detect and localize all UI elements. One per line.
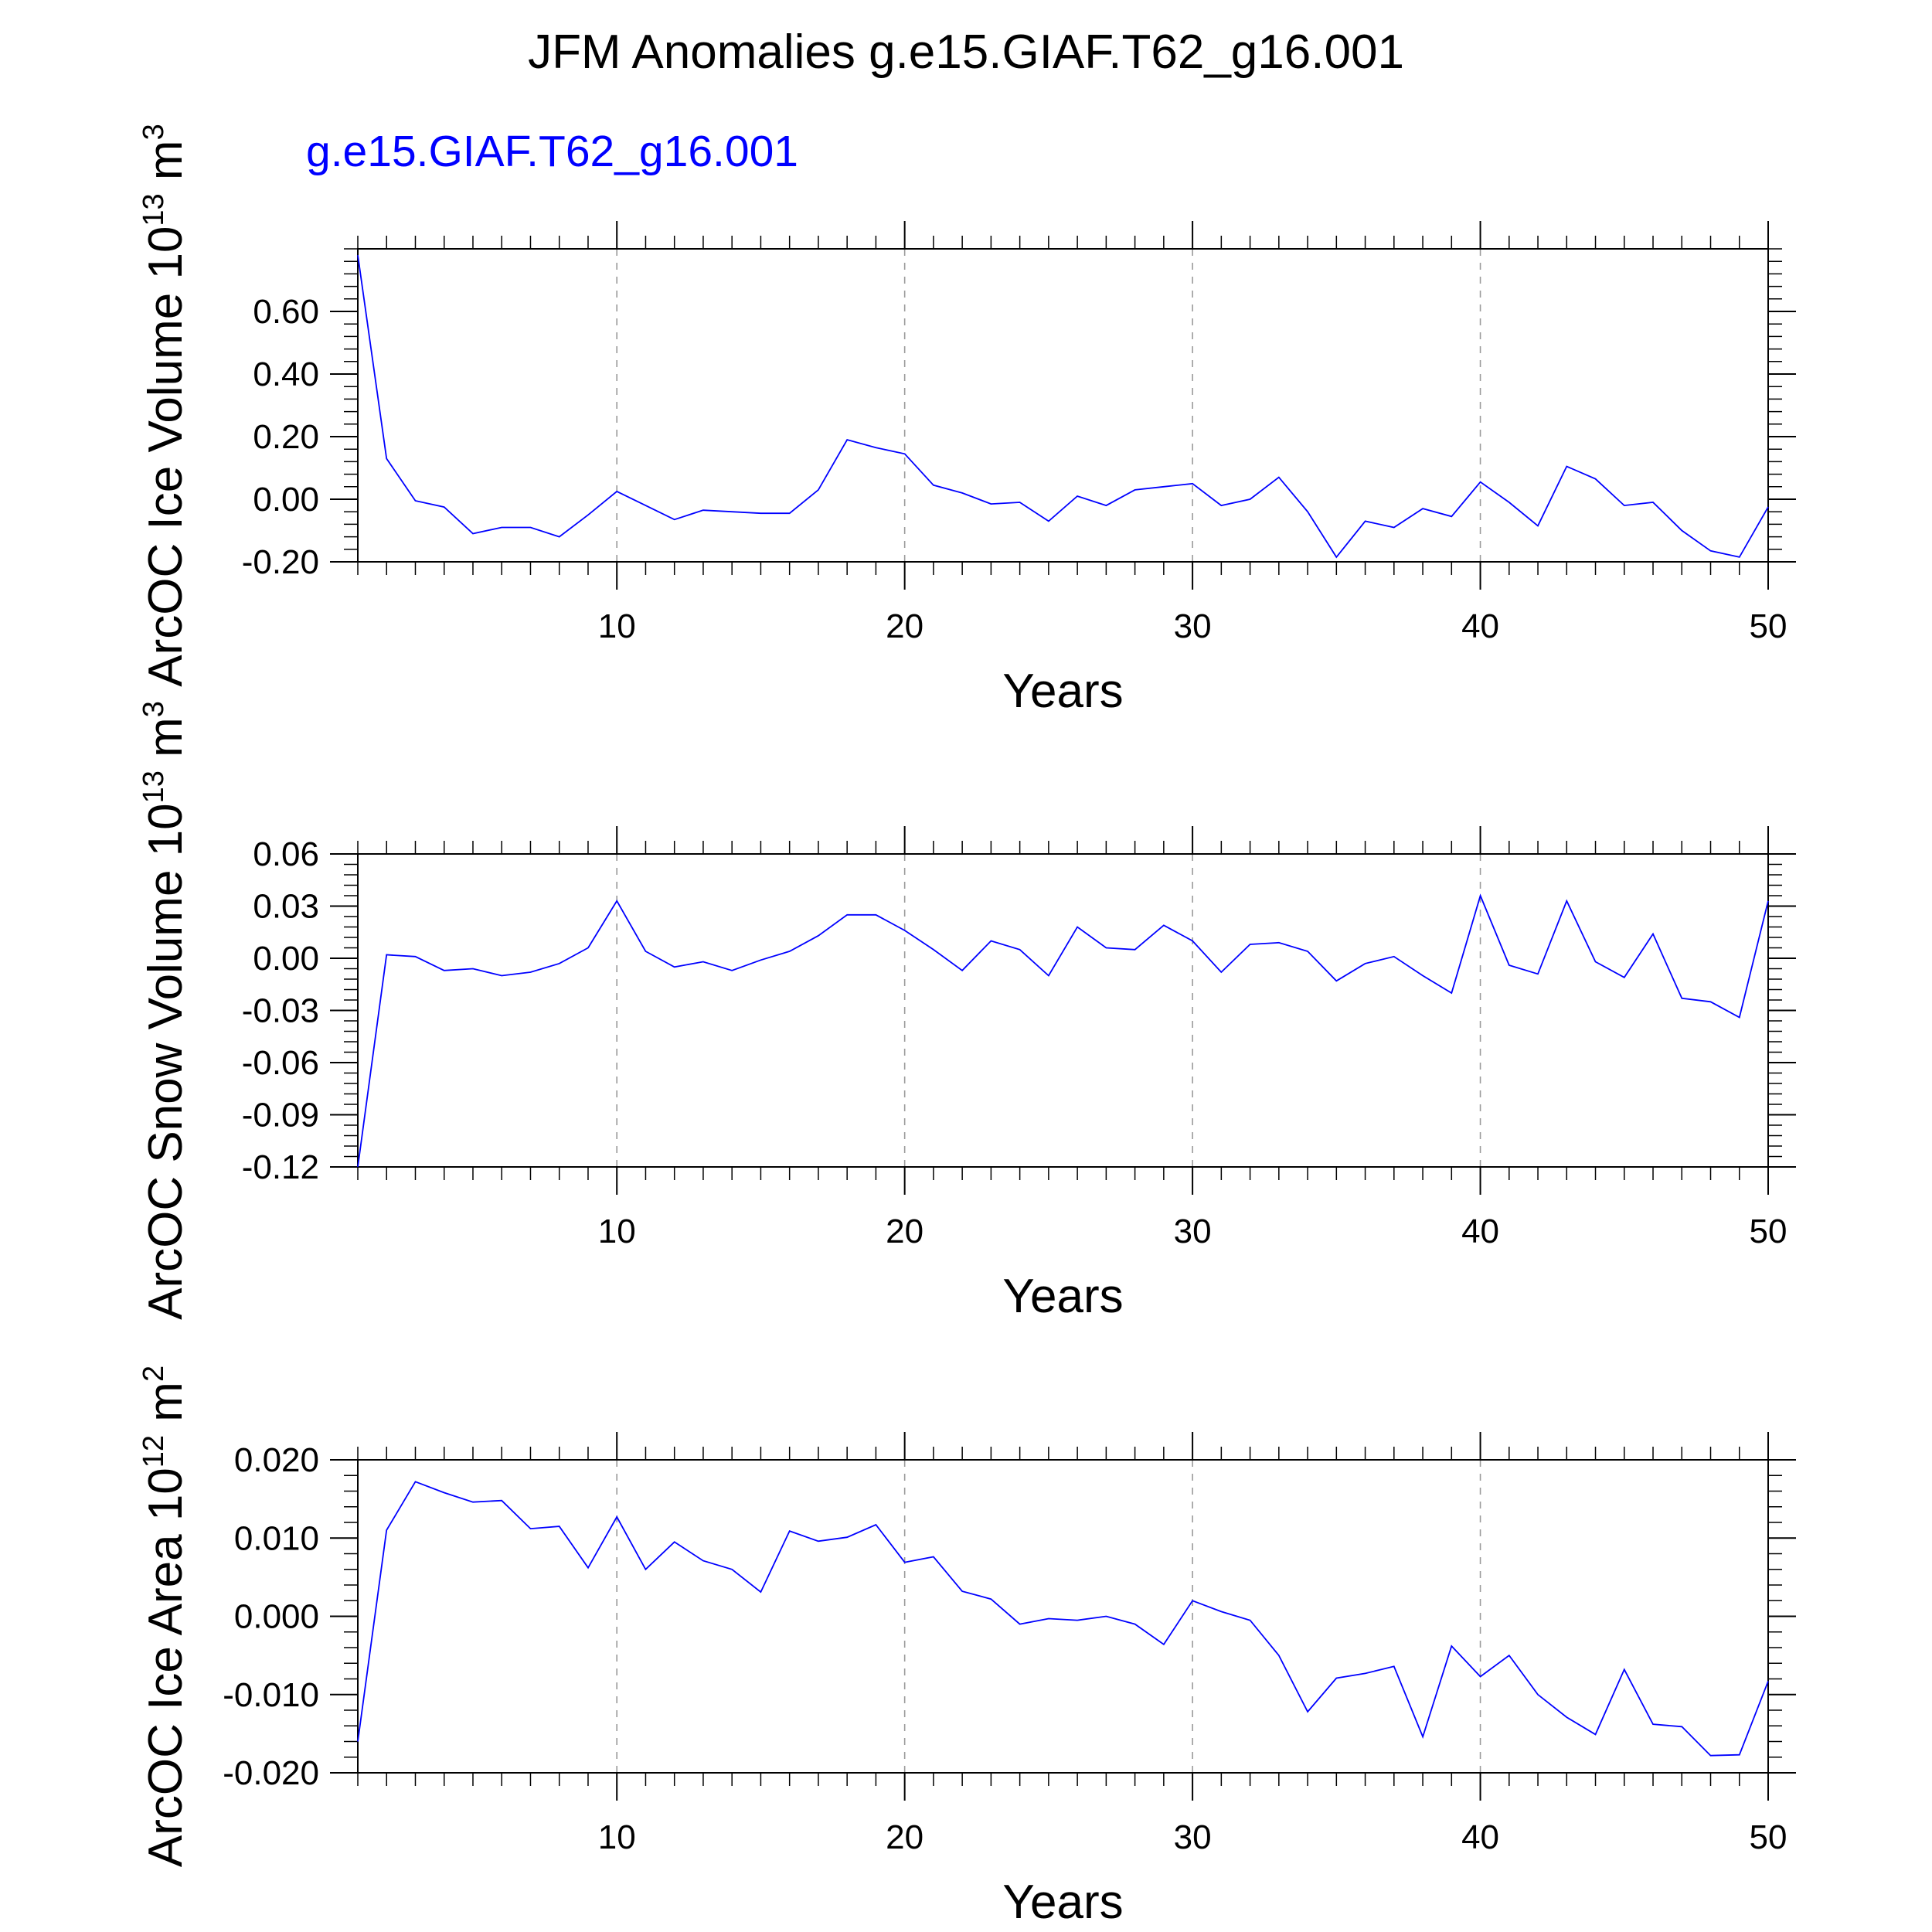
x-tick-label: 40 <box>1461 1818 1499 1856</box>
y-tick-label: 0.010 <box>234 1519 319 1557</box>
y-tick-label: 0.40 <box>253 355 319 393</box>
x-tick-label: 30 <box>1174 1213 1212 1250</box>
y-tick-label: 0.60 <box>253 293 319 331</box>
x-tick-label: 40 <box>1461 607 1499 645</box>
plot-frame <box>357 853 1769 1168</box>
y-axis-label-unit: m <box>139 717 192 770</box>
y-axis-label-text: ArcOC Snow Volume 10 <box>139 803 192 1320</box>
x-tick-label: 40 <box>1461 1213 1499 1250</box>
x-tick-label: 20 <box>886 1213 923 1250</box>
y-axis-label-exponent: 13 <box>138 770 170 803</box>
y-tick-label: 0.03 <box>253 888 319 926</box>
y-axis-label-unit-exponent: 3 <box>138 124 170 140</box>
series-line <box>357 254 1769 559</box>
y-axis-label-text: ArcOC Ice Area 10 <box>139 1468 192 1867</box>
chart-panel-3: 10 20 30 40 50 -0.020 -0.010 0.000 0.010 0.020 Yea… <box>138 1366 1796 1929</box>
x-tick-label: 30 <box>1174 607 1212 645</box>
y-tick-label: -0.09 <box>242 1097 319 1134</box>
y-tick-label: -0.06 <box>242 1044 319 1082</box>
series-line <box>357 893 1769 1168</box>
y-axis-label-exponent: 12 <box>138 1435 170 1468</box>
chart-panel-2: 10 20 30 40 50 -0.12 -0.09 -0.06 -0.03 0.00 0.03 0.… <box>138 701 1796 1323</box>
x-axis-label: Years <box>1002 1270 1123 1323</box>
y-axis-label-unit-exponent: 3 <box>138 701 170 717</box>
x-tick-label: 20 <box>886 1818 923 1856</box>
x-tick-label: 10 <box>598 1818 636 1856</box>
y-tick-label: -0.03 <box>242 992 319 1030</box>
y-tick-label: -0.010 <box>223 1676 319 1714</box>
plot-frame <box>357 248 1769 563</box>
series-line <box>357 1481 1769 1757</box>
y-tick-label: 0.020 <box>234 1441 319 1479</box>
x-tick-label: 10 <box>598 607 636 645</box>
x-tick-label: 50 <box>1750 1818 1787 1856</box>
x-tick-label: 50 <box>1750 607 1787 645</box>
y-axis-label: ArcOC Ice Area 1012 m2 <box>138 1366 192 1867</box>
figure-title: JFM Anomalies g.e15.GIAF.T62_g16.001 <box>528 26 1404 79</box>
y-tick-label: 0.000 <box>234 1598 319 1636</box>
y-axis-label-exponent: 13 <box>138 193 170 226</box>
x-tick-label: 50 <box>1750 1213 1787 1250</box>
y-axis-label-text: ArcOC Ice Volume 10 <box>139 226 192 687</box>
y-tick-label: 0.20 <box>253 418 319 456</box>
y-tick-label: 0.00 <box>253 481 319 519</box>
y-tick-label: -0.12 <box>242 1148 319 1186</box>
x-tick-label: 10 <box>598 1213 636 1250</box>
x-axis-label: Years <box>1002 1876 1123 1929</box>
x-tick-label: 30 <box>1174 1818 1212 1856</box>
y-axis-label: ArcOC Ice Volume 1013 m3 <box>138 124 192 686</box>
y-axis-label-unit: m <box>139 1382 192 1435</box>
series-legend-label: g.e15.GIAF.T62_g16.001 <box>306 127 798 176</box>
y-axis-label-unit-exponent: 2 <box>138 1366 170 1382</box>
x-tick-label: 20 <box>886 607 923 645</box>
chart-panel-1: 10 20 30 40 50 -0.20 0.00 0.20 0.40 0.60 Years ArcO… <box>138 124 1796 718</box>
plot-frame <box>357 1459 1769 1774</box>
y-axis-label-unit: m <box>139 140 192 193</box>
x-axis-label: Years <box>1002 665 1123 718</box>
y-tick-label: 0.00 <box>253 940 319 978</box>
chart-panels: 10 20 30 40 50 -0.20 0.00 0.20 0.40 0.60 Years ArcO… <box>138 124 1796 1929</box>
y-tick-label: 0.06 <box>253 835 319 873</box>
y-tick-label: -0.020 <box>223 1754 319 1792</box>
y-axis-label: ArcOC Snow Volume 1013 m3 <box>138 701 192 1320</box>
y-tick-label: -0.20 <box>242 543 319 581</box>
